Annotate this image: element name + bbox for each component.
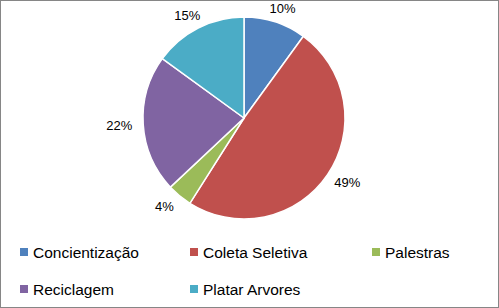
frame — [1, 1, 499, 308]
legend-label: Platar Arvores — [203, 281, 301, 298]
legend-swatch — [372, 248, 380, 256]
pie — [143, 17, 345, 219]
legend-swatch — [190, 248, 198, 256]
legend-label: Reciclagem — [33, 281, 114, 298]
legend-label: Coleta Seletiva — [203, 244, 308, 261]
data-label: 49% — [334, 175, 360, 190]
legend-swatch — [20, 248, 28, 256]
legend: Concientização Coleta Seletiva Palestras Re… — [20, 244, 450, 298]
legend-label: Concientização — [33, 244, 139, 261]
data-label: 22% — [106, 118, 132, 133]
legend-swatch — [20, 285, 28, 293]
slice — [162, 17, 244, 118]
data-label: 15% — [174, 8, 200, 23]
data-label: 4% — [155, 199, 174, 214]
data-label: 10% — [270, 1, 296, 16]
chart: 10% 49% 4% 22% 15% Concientização Coleta Selet… — [0, 0, 499, 308]
legend-label: Palestras — [385, 244, 450, 261]
legend-swatch — [190, 285, 198, 293]
